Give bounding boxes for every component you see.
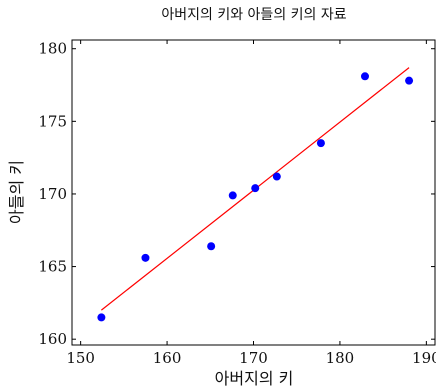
y-tick-label: 180 (38, 40, 67, 58)
y-tick-label: 165 (38, 258, 67, 276)
chart-title: 아버지의 키와 아들의 키의 자료 (161, 7, 346, 23)
x-axis-label: 아버지의 키 (215, 369, 294, 388)
y-tick-label: 175 (38, 112, 67, 130)
x-tick-label: 180 (326, 349, 355, 367)
x-tick-label: 170 (239, 349, 268, 367)
data-point (228, 191, 237, 200)
data-point (97, 313, 106, 322)
data-point (360, 72, 369, 81)
data-point (207, 242, 216, 251)
x-tick-label: 190 (412, 349, 436, 367)
y-tick-label: 170 (38, 185, 67, 203)
x-tick-label: 150 (66, 349, 95, 367)
data-point (251, 184, 260, 193)
y-axis-label: 아들의 키 (7, 160, 26, 224)
data-points (97, 72, 414, 322)
data-point (141, 253, 150, 262)
y-axis-ticks: 160 165 170 175 180 (38, 40, 435, 348)
data-point (316, 139, 325, 148)
data-point (405, 76, 414, 85)
plot-frame (71, 39, 436, 346)
x-axis-ticks: 150 160 170 180 190 (66, 40, 436, 367)
y-tick-label: 160 (38, 330, 67, 348)
data-point (272, 172, 281, 181)
x-tick-label: 160 (153, 349, 182, 367)
